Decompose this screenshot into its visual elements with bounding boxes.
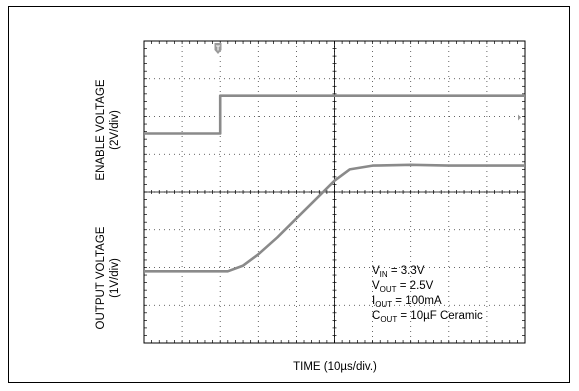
y-upper-label-line1: ENABLE VOLTAGE — [95, 79, 107, 181]
outer-frame — [8, 6, 570, 383]
condition-vin: VIN = 3.3V — [372, 265, 425, 279]
y-lower-label-line1: OUTPUT VOLTAGE — [95, 226, 107, 329]
condition-vout: VOUT = 2.5V — [372, 280, 434, 294]
output-voltage-trace — [144, 163, 525, 273]
grid — [143, 40, 526, 344]
trigger-marker-label: T — [216, 46, 221, 53]
enable-voltage-trace — [144, 94, 525, 135]
trigger-marker-icon: T — [214, 43, 222, 54]
x-axis-label: TIME (10µs/div.) — [293, 361, 377, 373]
y-upper-label-line2: (2V/div) — [109, 110, 121, 150]
conditions-block: VIN = 3.3V VOUT = 2.5V IOUT = 100mA COUT… — [372, 265, 483, 324]
condition-cout: COUT = 10µF Ceramic — [372, 310, 483, 324]
y-lower-label-line2: (1V/div) — [109, 258, 121, 298]
condition-iout: IOUT = 100mA — [372, 295, 442, 309]
level-marker-icon — [518, 114, 521, 121]
traces — [144, 94, 525, 273]
